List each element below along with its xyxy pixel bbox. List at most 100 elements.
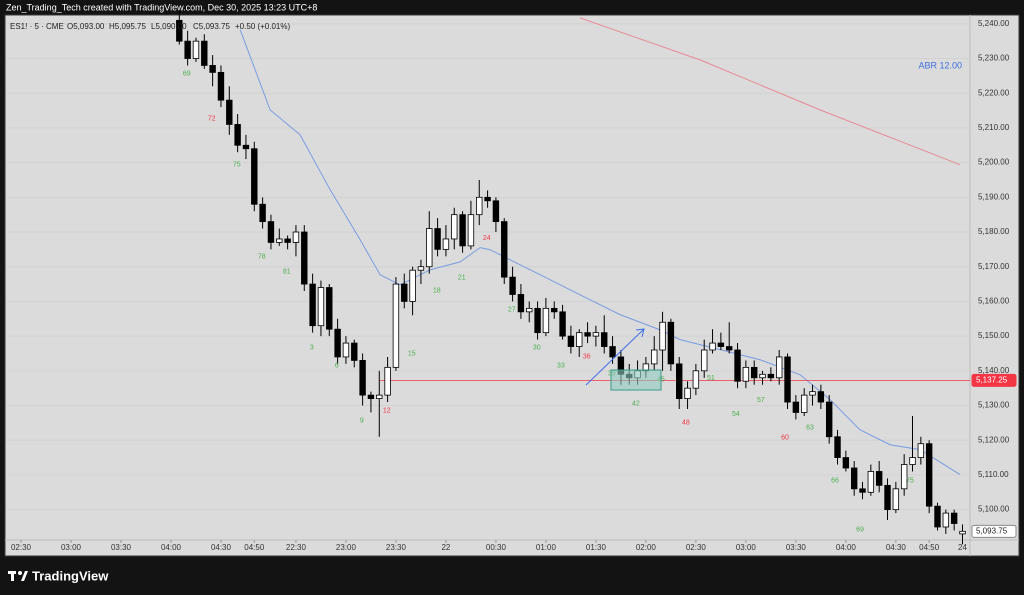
bar-count: 81: [283, 268, 291, 275]
bar-count: 75: [233, 162, 241, 169]
bar-count: 33: [557, 362, 565, 369]
x-tick-label: 04:00: [836, 543, 857, 552]
bar-count: 12: [383, 408, 391, 415]
y-tick-label: 5,200.00: [978, 158, 1010, 167]
bar-count: 69: [856, 526, 864, 533]
bar-count: 51: [707, 375, 715, 382]
symbol: ES1! · 5 · CME: [10, 22, 64, 31]
y-tick-label: 5,210.00: [978, 123, 1010, 132]
candle-body: [176, 19, 183, 42]
x-tick-label: 03:30: [111, 543, 132, 552]
x-tick-label: 02:00: [636, 543, 657, 552]
candle-body: [401, 283, 408, 302]
candle-body: [950, 512, 958, 524]
candle-body: [509, 276, 516, 295]
candle-body: [651, 349, 658, 365]
candle-body: [359, 360, 366, 396]
candle-body: [326, 287, 333, 330]
y-tick-label: 5,120.00: [978, 435, 1010, 444]
bar-count: 36: [583, 353, 591, 360]
candle-body: [201, 40, 208, 66]
x-tick-label: 04:50: [244, 543, 265, 552]
candle-body: [409, 269, 416, 302]
candle-body: [301, 231, 308, 285]
y-tick-label: 5,150.00: [978, 331, 1010, 340]
indicator-line: [239, 29, 961, 476]
candle-body: [226, 99, 233, 125]
candle-body: [467, 214, 475, 247]
candle-body: [909, 457, 916, 465]
candle-body: [659, 321, 666, 351]
x-tick-label: 03:00: [736, 543, 757, 552]
x-tick-label: 00:30: [486, 543, 507, 552]
y-tick-label: 5,100.00: [978, 505, 1010, 514]
header: Zen_Trading_Tech created with TradingVie…: [6, 2, 317, 12]
x-tick-label: 02:30: [11, 543, 32, 552]
bar-count: 54: [732, 411, 740, 418]
candle-body: [334, 328, 341, 358]
legend-value: C5,093.75: [193, 22, 230, 31]
x-tick-label: 24: [958, 543, 967, 552]
candle-body: [684, 387, 691, 399]
zone-box: [610, 369, 662, 391]
y-tick-label: 5,160.00: [978, 297, 1010, 306]
bar-count: 21: [458, 275, 466, 282]
candle-body: [342, 342, 350, 358]
candle-body: [576, 332, 583, 347]
candle-body: [267, 221, 275, 243]
candle-body: [542, 307, 550, 334]
y-tick-label: 5,170.00: [978, 262, 1010, 271]
price-tag: [971, 524, 1017, 538]
candle-body: [317, 287, 325, 327]
bar-count: 42: [632, 401, 640, 408]
candle-body: [751, 366, 758, 379]
candle-body: [242, 144, 250, 150]
x-tick-label: 03:00: [61, 543, 82, 552]
candle-body: [534, 307, 541, 334]
candle-body: [742, 366, 750, 382]
candle-body: [667, 321, 675, 365]
y-tick-label: 5,220.00: [978, 88, 1010, 97]
candle-body: [692, 370, 700, 389]
bar-count: 75: [906, 477, 914, 484]
candle-body: [517, 294, 525, 313]
arrow-head: [635, 328, 645, 338]
candle-body: [875, 471, 883, 486]
candle-body: [567, 335, 575, 347]
indicator-line: [579, 17, 961, 166]
candle-body: [442, 238, 450, 250]
y-tick-label: 5,130.00: [978, 401, 1010, 410]
candle-body: [192, 40, 200, 59]
candle-body: [800, 394, 808, 413]
y-tick-label: 5,240.00: [978, 19, 1010, 28]
candle-body: [726, 346, 733, 351]
candle-body: [209, 65, 216, 73]
candle-body: [817, 391, 825, 403]
arrow: [585, 328, 645, 386]
x-tick-label: 22: [441, 543, 450, 552]
bar-count: 30: [533, 344, 541, 351]
candle-body: [842, 457, 850, 469]
logo-part: [11, 571, 14, 581]
candle-body: [676, 363, 683, 399]
x-tick-label: 04:30: [211, 543, 232, 552]
logo-part: [21, 571, 28, 581]
candle-body: [942, 512, 950, 528]
candle-body: [850, 467, 858, 490]
x-tick-label: 04:50: [919, 543, 940, 552]
bar-count: 3: [310, 344, 314, 351]
bar-count: 63: [806, 425, 814, 432]
candle-body: [234, 124, 241, 146]
candle-body: [392, 283, 400, 368]
candle-body: [792, 401, 800, 413]
legend-change: +0.50 (+0.01%): [235, 22, 290, 31]
candle-body: [759, 373, 766, 379]
candle-body: [484, 196, 491, 202]
x-tick-label: 22:30: [286, 543, 307, 552]
candle-body: [709, 342, 716, 351]
candle-body: [434, 228, 441, 250]
indicator-label: ABR 12.00: [918, 60, 962, 70]
footer: TradingView: [32, 568, 109, 583]
bar-count: 57: [757, 397, 765, 404]
